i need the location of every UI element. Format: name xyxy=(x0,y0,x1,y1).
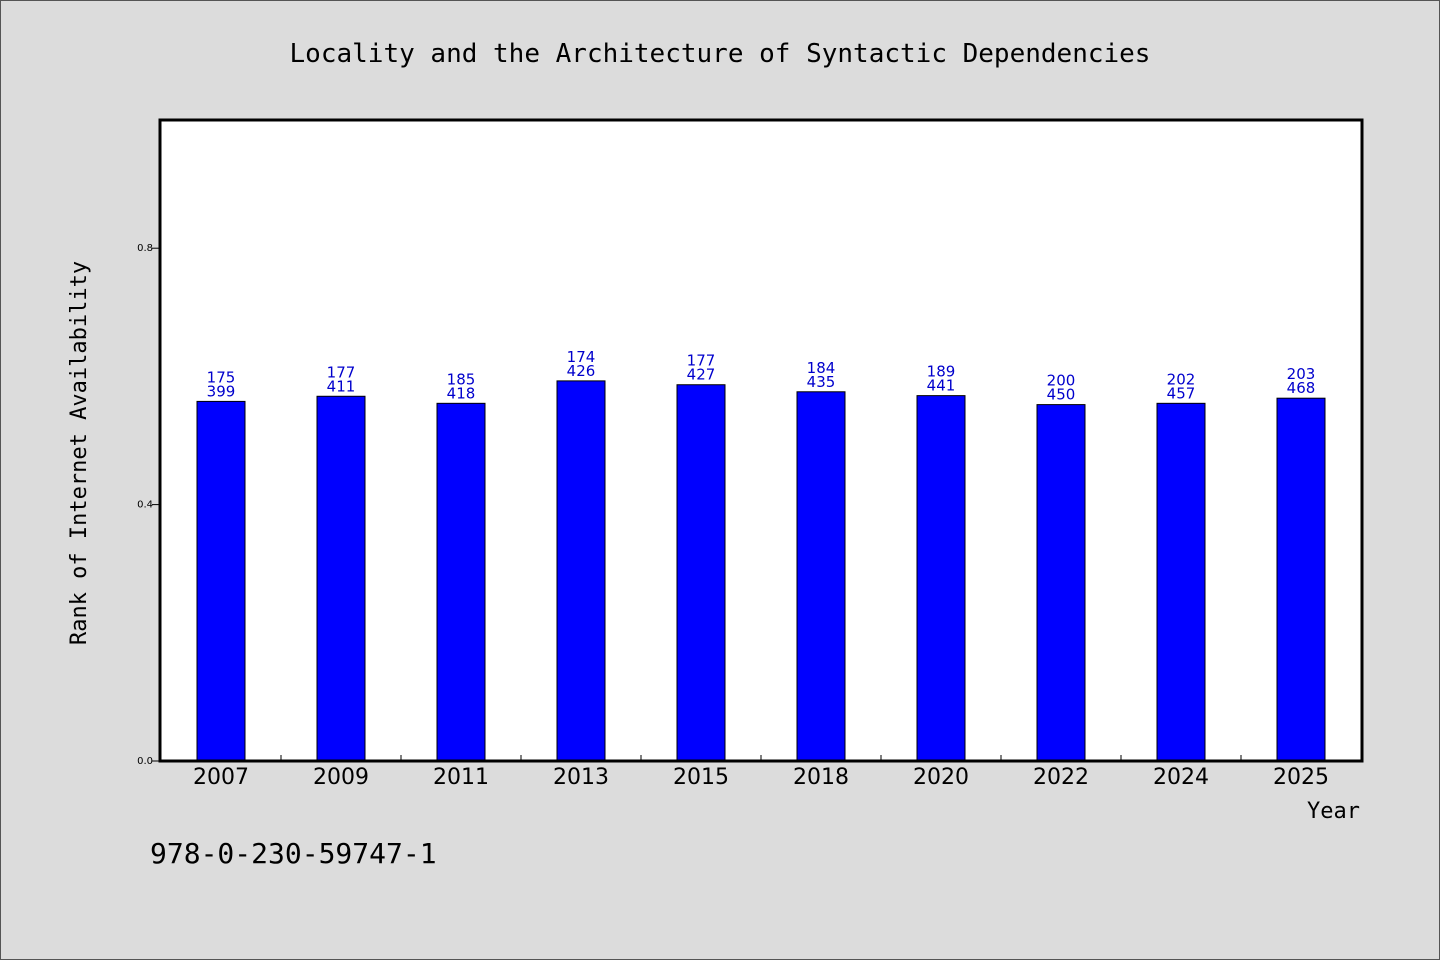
bar-label-bottom: 411 xyxy=(327,377,356,395)
chart-title: Locality and the Architecture of Syntact… xyxy=(290,39,1151,69)
bar-label-top: 200 xyxy=(1047,372,1076,390)
bar-label-top: 185 xyxy=(447,370,476,388)
bar-label-top: 177 xyxy=(687,352,716,370)
x-tick-label: 2018 xyxy=(793,765,849,790)
bar-2024 xyxy=(1156,402,1206,762)
x-tick-label: 2020 xyxy=(913,765,969,790)
x-axis-ticks: 2007 2009 2011 2013 2015 2018 2020 2022 2024 2025 xyxy=(193,755,1329,790)
y-tick-label: 0.0 xyxy=(137,756,153,767)
bar-label-bottom: 441 xyxy=(927,377,956,395)
bar-2018 xyxy=(796,391,846,762)
bar-2025 xyxy=(1276,397,1326,762)
bar-2009 xyxy=(316,395,366,762)
bar-label-bottom: 427 xyxy=(687,366,716,384)
bar-label-top: 174 xyxy=(567,348,596,366)
x-tick-label: 2013 xyxy=(553,765,609,790)
bar-label-bottom: 426 xyxy=(567,362,596,380)
x-tick-label: 2011 xyxy=(433,765,489,790)
x-tick-label: 2009 xyxy=(313,765,369,790)
isbn-footer: 978-0-230-59747-1 xyxy=(150,837,437,870)
y-tick-label: 0.8 xyxy=(137,243,153,254)
bar-2022 xyxy=(1036,404,1086,762)
bar-label-top: 202 xyxy=(1167,370,1196,388)
bar-label-top: 175 xyxy=(207,368,236,386)
bar-label-bottom: 399 xyxy=(207,382,236,400)
x-axis-label: Year xyxy=(1307,799,1360,824)
bar-label-top: 177 xyxy=(327,363,356,381)
bar-label-bottom: 457 xyxy=(1167,384,1196,402)
bar-2013 xyxy=(556,380,606,762)
bar-label-bottom: 468 xyxy=(1287,379,1316,397)
bar-2007 xyxy=(196,400,246,762)
bar-label-bottom: 435 xyxy=(807,373,836,391)
x-tick-label: 2025 xyxy=(1273,765,1329,790)
bar-2015 xyxy=(676,384,726,762)
y-tick-label: 0.4 xyxy=(137,500,153,511)
x-tick-label: 2022 xyxy=(1033,765,1089,790)
y-axis-ticks: 0.0 0.4 0.8 xyxy=(137,243,160,767)
y-axis-label: Rank of Internet Availability xyxy=(67,261,92,645)
plot-frame xyxy=(158,118,1364,763)
x-tick-label: 2024 xyxy=(1153,765,1209,790)
bar-label-top: 203 xyxy=(1287,365,1316,383)
bar-2020 xyxy=(916,395,966,762)
bar-label-bottom: 418 xyxy=(447,384,476,402)
bar-2011 xyxy=(436,402,486,762)
bar-label-top: 184 xyxy=(807,359,836,377)
bar-label-bottom: 450 xyxy=(1047,386,1076,404)
bar-label-top: 189 xyxy=(927,363,956,381)
x-tick-label: 2007 xyxy=(193,765,249,790)
x-tick-label: 2015 xyxy=(673,765,729,790)
bars-layer xyxy=(196,380,1326,762)
